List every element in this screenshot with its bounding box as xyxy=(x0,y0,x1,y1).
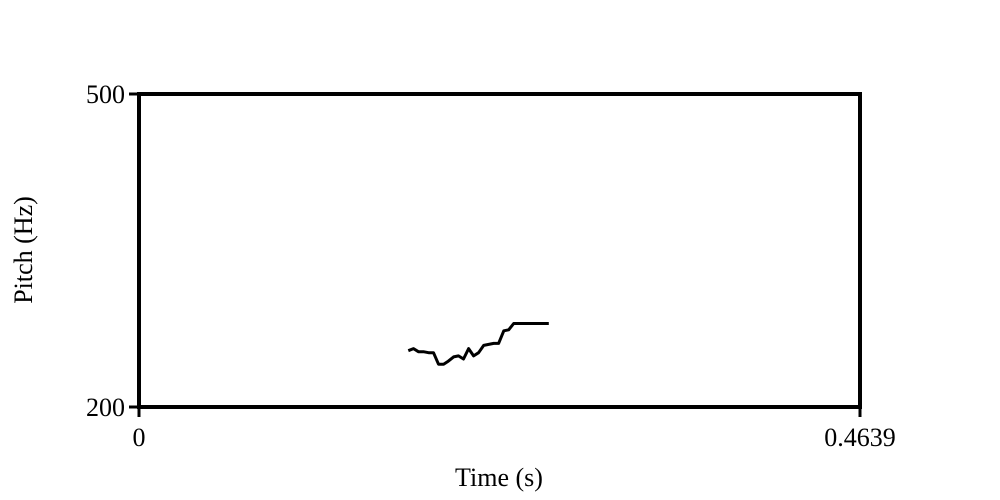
y-tick-label-top: 500 xyxy=(86,80,125,109)
y-axis-label: Pitch (Hz) xyxy=(9,196,38,304)
x-tick-label-left: 0 xyxy=(133,423,146,452)
pitch-track xyxy=(407,322,549,366)
pitch-series-line-0 xyxy=(407,322,549,366)
x-axis-label: Time (s) xyxy=(455,463,543,492)
x-tick-label-right: 0.4639 xyxy=(824,423,896,452)
y-tick-label-bottom: 200 xyxy=(86,393,125,422)
plot-frame xyxy=(137,92,862,409)
